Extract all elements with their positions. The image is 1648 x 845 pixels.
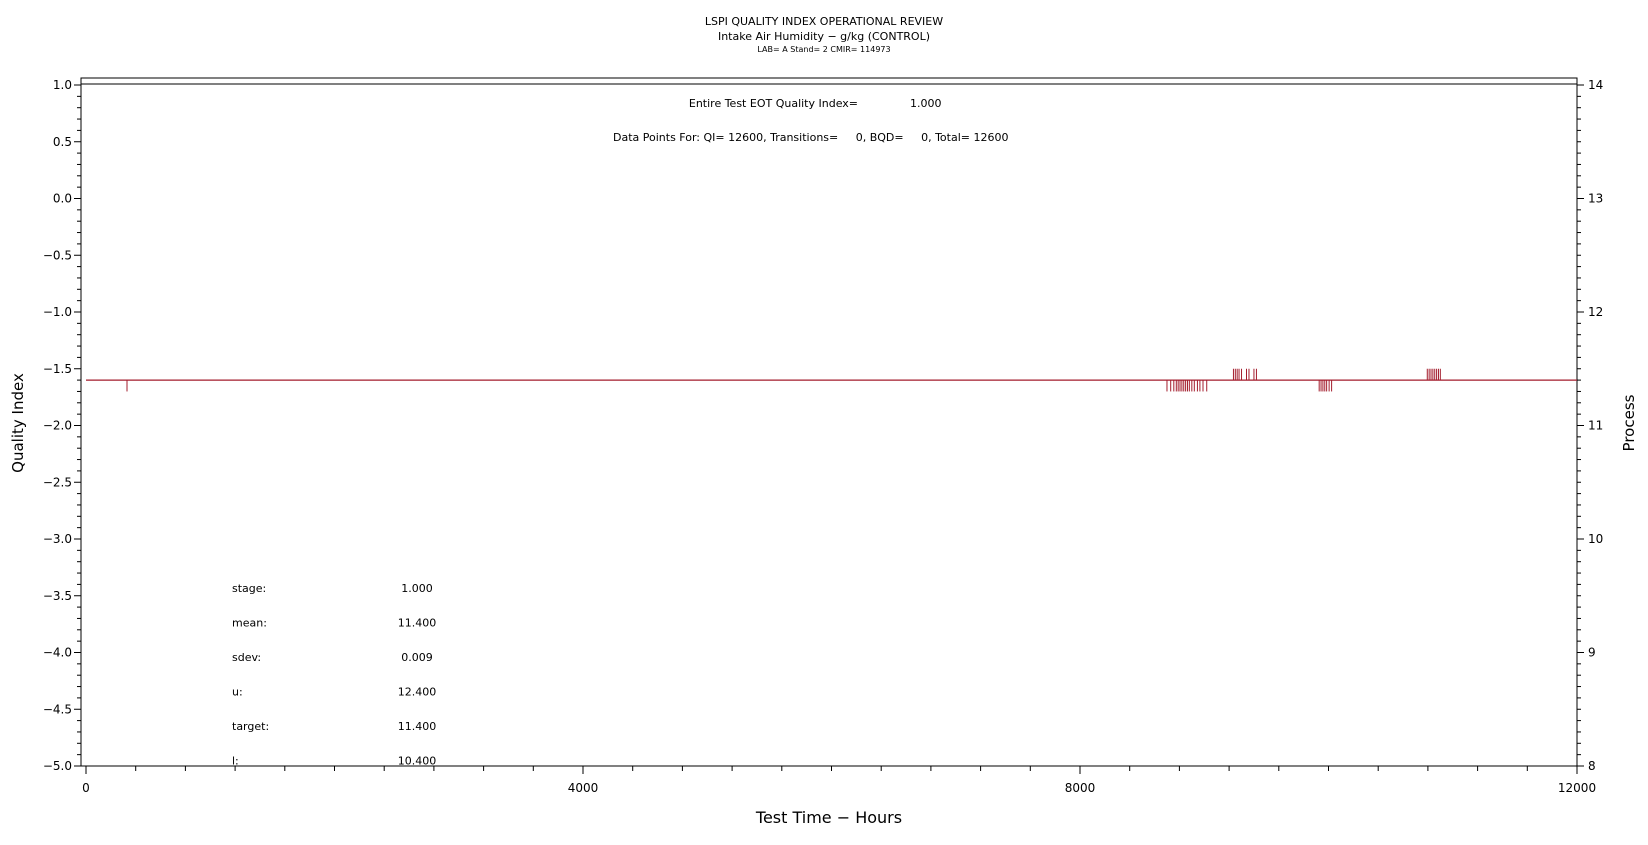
y-tick-label: 0.0 [53,192,72,206]
y2-tick-label: 14 [1588,78,1603,92]
y2-tick-label: 8 [1588,759,1596,773]
stats-table: stage: 1.000 mean: 11.400 sdev: 0.009 u: 12.400… [232,582,436,768]
chart-subtitle: Intake Air Humidity − g/kg (CONTROL) [718,30,930,43]
y-axis-right: 14 13 12 11 10 9 8 [1577,78,1603,773]
y2-axis-label: Process [1620,394,1638,451]
data-points-text: Data Points For: QI= 12600, Transitions=… [613,131,1008,144]
y-tick-label: −3.0 [43,532,72,546]
stats-value: 11.400 [398,617,437,630]
stats-value: 1.000 [401,582,433,595]
y-tick-label: −1.5 [43,362,72,376]
y-axis-left: 1.0 0.5 0.0 −0.5 −1.0 −1.5 −2.0 −2.5 −3.0 −3.5 −4.… [43,78,81,773]
y-tick-label: −1.0 [43,305,72,319]
x-axis: 0 4000 8000 12000 [82,766,1596,795]
stats-label: mean: [232,617,267,630]
stats-label: target: [232,720,269,733]
x-tick-label: 8000 [1065,781,1096,795]
chart-subtitle-2: LAB= A Stand= 2 CMIR= 114973 [757,45,890,54]
y-tick-label: −3.5 [43,589,72,603]
x-tick-label: 0 [82,781,90,795]
y-tick-label: 0.5 [53,135,72,149]
y-tick-label: −4.0 [43,646,72,660]
stats-label: u: [232,686,243,699]
y2-tick-label: 11 [1588,419,1603,433]
stats-value: 11.400 [398,720,437,733]
chart-title: LSPI QUALITY INDEX OPERATIONAL REVIEW [705,15,943,28]
y-tick-label: −5.0 [43,759,72,773]
stats-label: stage: [232,582,266,595]
y2-tick-label: 10 [1588,532,1603,546]
x-tick-label: 12000 [1558,781,1596,795]
stats-label: sdev: [232,651,261,664]
stats-value: 0.009 [401,651,433,664]
y-tick-label: −4.5 [43,702,72,716]
y-tick-label: −2.0 [43,419,72,433]
stats-label: l: [232,755,239,768]
stats-value: 12.400 [398,686,437,699]
y2-tick-label: 9 [1588,646,1596,660]
y-tick-label: 1.0 [53,78,72,92]
eot-label: Entire Test EOT Quality Index= [689,97,858,110]
eot-value: 1.000 [910,97,942,110]
y2-tick-label: 12 [1588,305,1603,319]
y-axis-label: Quality Index [9,373,27,473]
x-tick-label: 4000 [568,781,599,795]
stats-value: 10.400 [398,755,437,768]
y-tick-label: −2.5 [43,475,72,489]
y2-tick-label: 13 [1588,192,1603,206]
plot-frame [80,77,1578,767]
y-tick-label: −0.5 [43,248,72,262]
x-axis-label: Test Time − Hours [755,808,902,827]
process-series [86,368,1577,392]
